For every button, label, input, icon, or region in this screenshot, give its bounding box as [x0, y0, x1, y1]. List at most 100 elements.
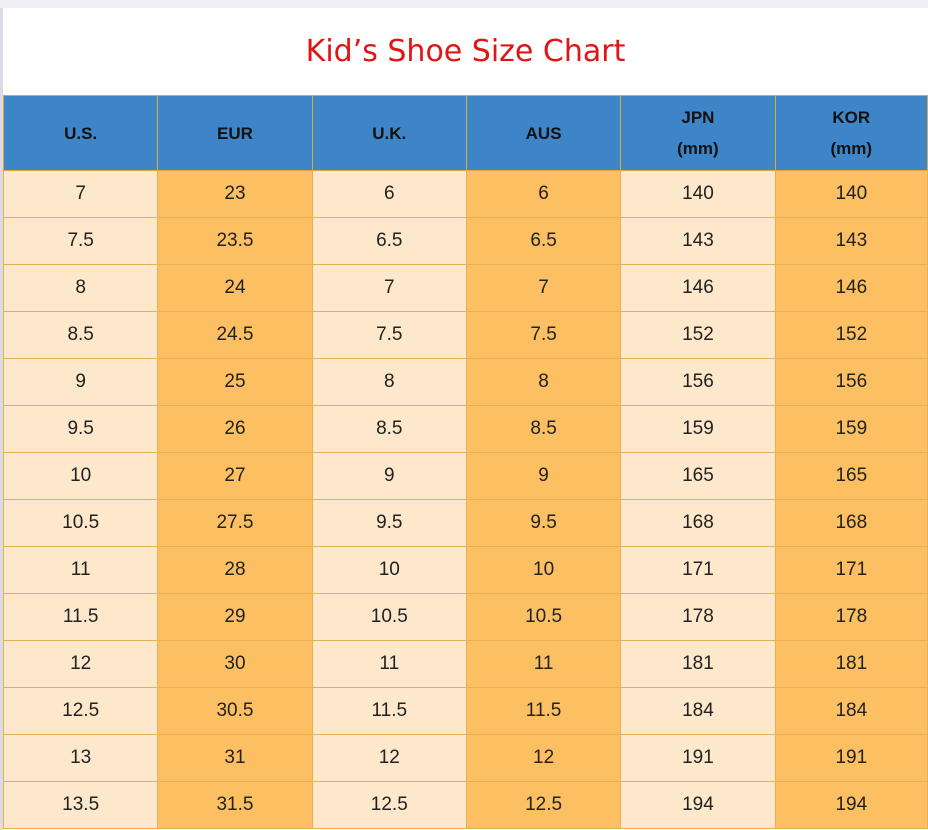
cell-aus: 11 [465, 640, 622, 688]
cell-kor: 143 [774, 217, 928, 265]
cell-aus: 11.5 [465, 687, 622, 735]
cell-kor: 194 [774, 781, 928, 829]
cell-aus: 8.5 [465, 405, 622, 453]
cell-uk: 6.5 [311, 217, 467, 265]
table-row: 9 25 8 8 156 156 [2, 358, 928, 406]
cell-aus: 6 [465, 170, 622, 218]
cell-kor: 152 [774, 311, 928, 359]
cell-us: 7.5 [2, 217, 159, 265]
cell-eur: 23.5 [157, 217, 313, 265]
table-row: 11 28 10 10 171 171 [2, 546, 928, 594]
cell-eur: 26 [157, 405, 313, 453]
cell-uk: 12.5 [311, 781, 467, 829]
cell-eur: 29 [157, 593, 313, 641]
cell-kor: 181 [774, 640, 928, 688]
cell-us: 11 [2, 546, 159, 594]
cell-uk: 7 [311, 264, 467, 312]
cell-uk: 8 [311, 358, 467, 406]
cell-us: 9 [2, 358, 159, 406]
cell-jpn: 178 [620, 593, 776, 641]
left-gutter [0, 8, 3, 830]
cell-kor: 171 [774, 546, 928, 594]
table-row: 7 23 6 6 140 140 [2, 170, 928, 218]
cell-jpn: 159 [620, 405, 776, 453]
cell-us: 13.5 [2, 781, 159, 829]
cell-aus: 8 [465, 358, 622, 406]
cell-uk: 12 [311, 734, 467, 782]
cell-aus: 10.5 [465, 593, 622, 641]
cell-jpn: 156 [620, 358, 776, 406]
cell-us: 7 [2, 170, 159, 218]
cell-us: 8 [2, 264, 159, 312]
cell-kor: 184 [774, 687, 928, 735]
cell-eur: 31 [157, 734, 313, 782]
cell-aus: 10 [465, 546, 622, 594]
cell-jpn: 165 [620, 452, 776, 500]
cell-aus: 12 [465, 734, 622, 782]
cell-jpn: 140 [620, 170, 776, 218]
cell-kor: 156 [774, 358, 928, 406]
cell-aus: 6.5 [465, 217, 622, 265]
cell-kor: 159 [774, 405, 928, 453]
cell-uk: 9 [311, 452, 467, 500]
cell-uk: 9.5 [311, 499, 467, 547]
cell-eur: 30.5 [157, 687, 313, 735]
cell-jpn: 146 [620, 264, 776, 312]
cell-us: 11.5 [2, 593, 159, 641]
header-aus: AUS [465, 95, 622, 171]
cell-kor: 146 [774, 264, 928, 312]
cell-kor: 140 [774, 170, 928, 218]
cell-us: 9.5 [2, 405, 159, 453]
table-row: 13.5 31.5 12.5 12.5 194 194 [2, 781, 928, 829]
table-row: 10 27 9 9 165 165 [2, 452, 928, 500]
cell-jpn: 181 [620, 640, 776, 688]
cell-aus: 9.5 [465, 499, 622, 547]
cell-eur: 30 [157, 640, 313, 688]
cell-eur: 24 [157, 264, 313, 312]
cell-eur: 27.5 [157, 499, 313, 547]
cell-kor: 168 [774, 499, 928, 547]
cell-us: 10 [2, 452, 159, 500]
top-toolbar-strip [0, 0, 928, 8]
cell-jpn: 194 [620, 781, 776, 829]
shoe-size-table: U.S. EUR U.K. AUS JPN (mm) KOR (mm) 7 23 6… [2, 95, 928, 829]
cell-jpn: 171 [620, 546, 776, 594]
cell-us: 13 [2, 734, 159, 782]
table-row: 12 30 11 11 181 181 [2, 640, 928, 688]
cell-uk: 10.5 [311, 593, 467, 641]
cell-eur: 23 [157, 170, 313, 218]
cell-aus: 12.5 [465, 781, 622, 829]
cell-eur: 24.5 [157, 311, 313, 359]
cell-uk: 11 [311, 640, 467, 688]
table-row: 10.5 27.5 9.5 9.5 168 168 [2, 499, 928, 547]
cell-aus: 9 [465, 452, 622, 500]
table-row: 7.5 23.5 6.5 6.5 143 143 [2, 217, 928, 265]
table-row: 12.5 30.5 11.5 11.5 184 184 [2, 687, 928, 735]
header-uk: U.K. [311, 95, 467, 171]
cell-jpn: 143 [620, 217, 776, 265]
cell-uk: 10 [311, 546, 467, 594]
cell-us: 12 [2, 640, 159, 688]
cell-jpn: 191 [620, 734, 776, 782]
header-kor: KOR (mm) [774, 95, 928, 171]
cell-us: 10.5 [2, 499, 159, 547]
table-row: 8.5 24.5 7.5 7.5 152 152 [2, 311, 928, 359]
table-row: 11.5 29 10.5 10.5 178 178 [2, 593, 928, 641]
cell-kor: 178 [774, 593, 928, 641]
cell-jpn: 168 [620, 499, 776, 547]
header-jpn: JPN (mm) [620, 95, 776, 171]
cell-uk: 6 [311, 170, 467, 218]
cell-uk: 8.5 [311, 405, 467, 453]
header-row: U.S. EUR U.K. AUS JPN (mm) KOR (mm) [2, 95, 928, 171]
table-row: 8 24 7 7 146 146 [2, 264, 928, 312]
cell-kor: 191 [774, 734, 928, 782]
cell-eur: 31.5 [157, 781, 313, 829]
table-body: 7 23 6 6 140 140 7.5 23.5 6.5 6.5 143 143 8 24 7 7 146 14… [2, 170, 928, 829]
table-row: 9.5 26 8.5 8.5 159 159 [2, 405, 928, 453]
page-title: Kid’s Shoe Size Chart [305, 34, 626, 69]
cell-aus: 7.5 [465, 311, 622, 359]
cell-jpn: 152 [620, 311, 776, 359]
cell-aus: 7 [465, 264, 622, 312]
cell-jpn: 184 [620, 687, 776, 735]
